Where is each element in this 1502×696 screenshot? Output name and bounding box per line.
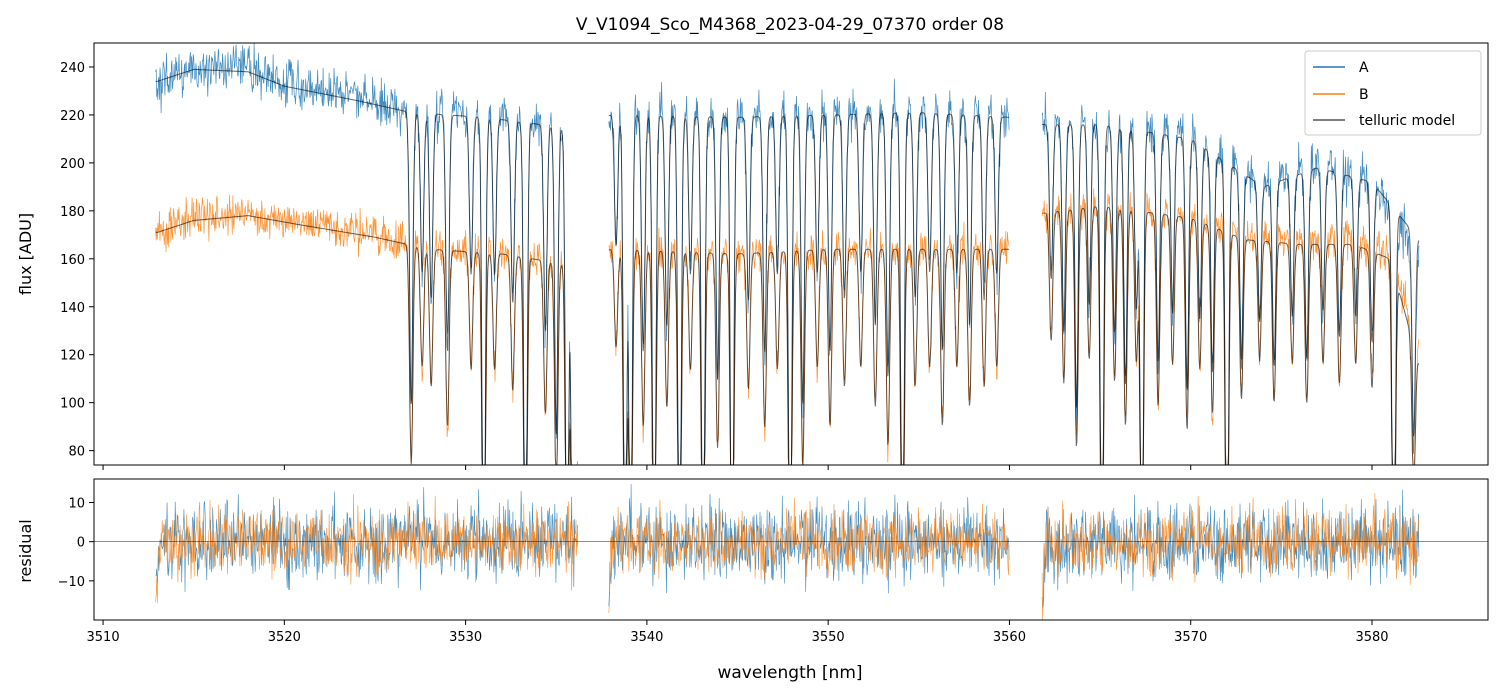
x-tick-label: 3580 <box>1355 630 1388 645</box>
chart-title: V_V1094_Sco_M4368_2023-04-29_07370 order… <box>576 15 1004 35</box>
telluric-model-line-b <box>155 215 578 466</box>
series-a-line <box>155 42 578 466</box>
residual-y-tick-label: 0 <box>77 536 85 551</box>
flux-panel: flux [ADU] 80 100 120 140 160 180 200 220 240 A … <box>16 42 1489 470</box>
legend-label-a: A <box>1359 60 1369 76</box>
telluric-model-line-b <box>1042 206 1420 466</box>
x-tick-label: 3550 <box>812 630 845 645</box>
residual-b-line <box>155 494 578 604</box>
residual-a-line <box>608 484 1010 607</box>
flux-y-tick-label: 100 <box>60 397 85 412</box>
x-tick-label: 3510 <box>87 630 120 645</box>
flux-y-tick-label: 80 <box>68 445 85 460</box>
flux-x-ticks <box>102 465 1373 470</box>
residual-panel: residual −10 0 10 3510 3520 3530 3540 3550 3560… <box>16 478 1489 645</box>
residual-a-line <box>155 487 578 592</box>
residual-y-tick-label: 10 <box>68 497 85 512</box>
telluric-model-line-a <box>155 68 578 466</box>
residual-ylabel: residual <box>16 519 35 582</box>
flux-y-tick-label: 120 <box>60 349 85 364</box>
flux-y-tick-label: 160 <box>60 253 85 268</box>
flux-y-ticks: 80 100 120 140 160 180 200 220 240 <box>60 61 94 460</box>
legend-label-telluric: telluric model <box>1359 113 1455 129</box>
series-b-line <box>155 194 578 466</box>
telluric-model-line-a <box>608 112 1010 466</box>
series-a-line <box>608 78 1010 466</box>
residual-b-line <box>608 497 1010 614</box>
residual-y-tick-label: −10 <box>58 575 85 590</box>
flux-y-tick-label: 240 <box>60 61 85 76</box>
flux-series <box>155 42 1420 466</box>
residual-x-ticks: 3510 3520 3530 3540 3550 3560 3570 3580 <box>87 620 1389 645</box>
x-tick-label: 3520 <box>268 630 301 645</box>
telluric-model-line-b <box>608 248 1010 466</box>
legend-box <box>1304 50 1482 136</box>
x-tick-label: 3540 <box>630 630 663 645</box>
flux-y-tick-label: 220 <box>60 109 85 124</box>
residual-axes-frame <box>93 478 1489 621</box>
flux-y-tick-label: 200 <box>60 157 85 172</box>
residual-b-line <box>1041 493 1420 621</box>
residual-series <box>155 484 1420 621</box>
x-tick-label: 3570 <box>1174 630 1207 645</box>
flux-y-tick-label: 180 <box>60 205 85 220</box>
x-axis-label: wavelength [nm] <box>717 663 862 683</box>
flux-axes-frame <box>93 42 1489 466</box>
flux-ylabel: flux [ADU] <box>16 213 35 295</box>
x-tick-label: 3560 <box>993 630 1026 645</box>
legend-label-b: B <box>1359 87 1369 103</box>
legend: A B telluric model <box>1304 50 1482 136</box>
telluric-model-line-a <box>1042 124 1420 466</box>
residual-y-ticks: −10 0 10 <box>58 497 94 590</box>
x-tick-label: 3530 <box>449 630 482 645</box>
flux-y-tick-label: 140 <box>60 301 85 316</box>
